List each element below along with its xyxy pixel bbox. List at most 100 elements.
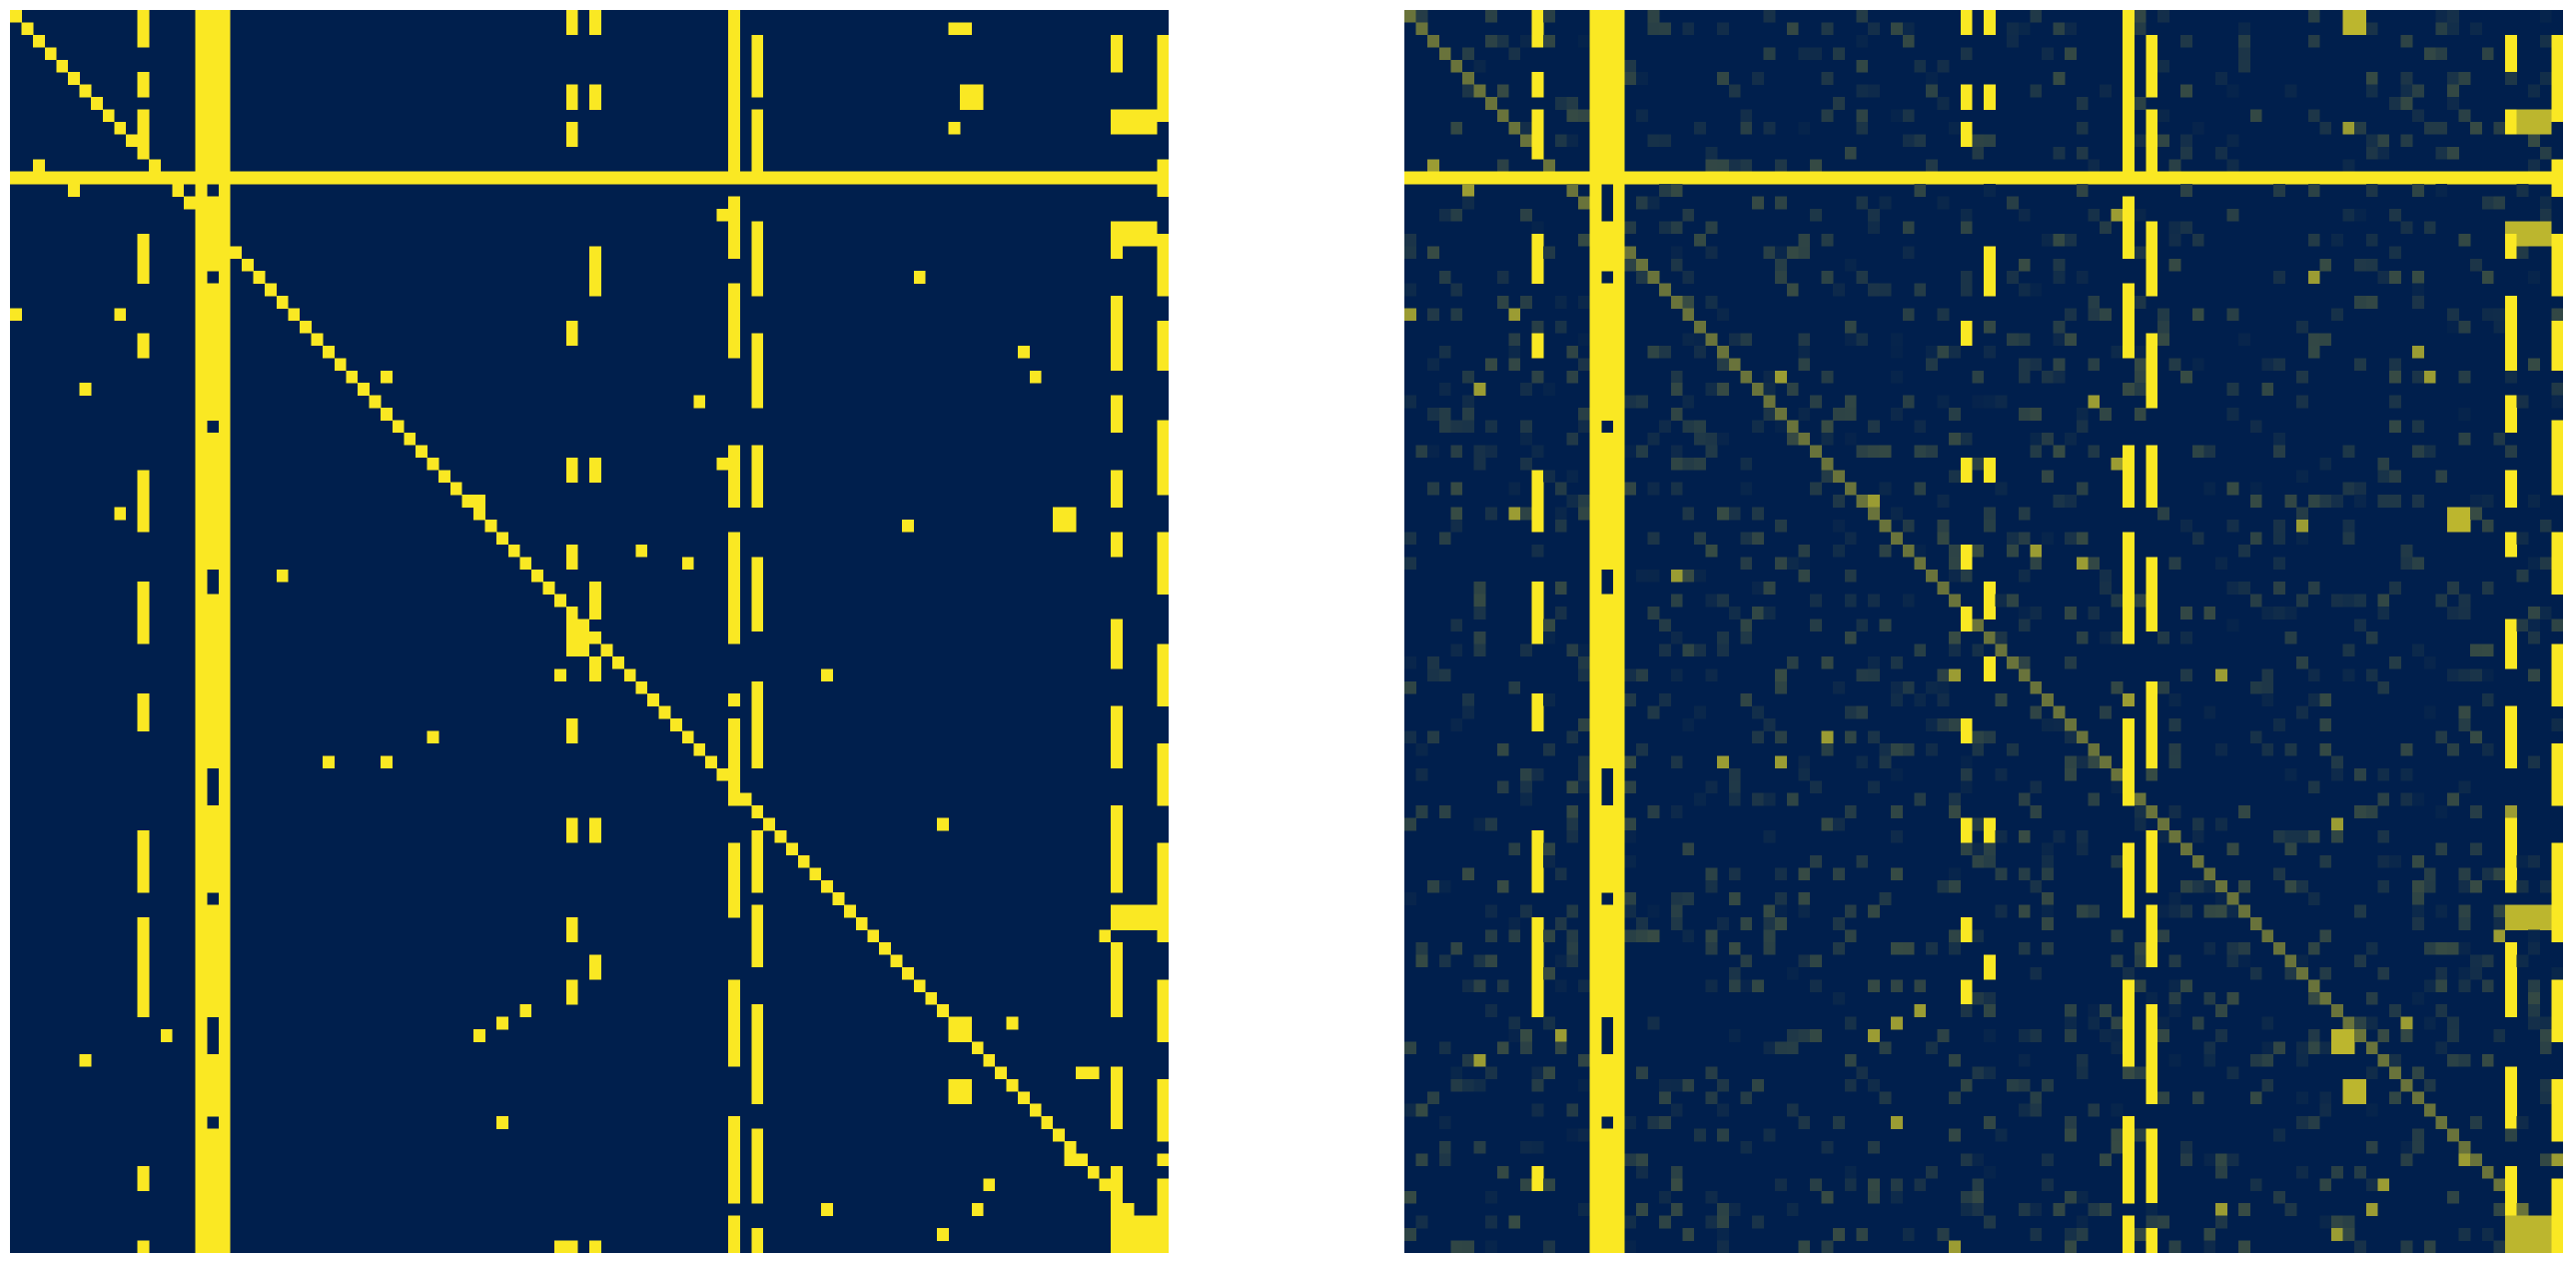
heatmap-cell (1473, 59, 1486, 73)
heatmap-cell (1670, 668, 1683, 682)
heatmap-cell (1612, 470, 1625, 483)
heatmap-cell (705, 755, 717, 769)
heatmap-cell (589, 954, 601, 968)
heatmap-cell (1856, 59, 1869, 73)
heatmap-cell (2203, 991, 2216, 1005)
heatmap-cell (1694, 321, 1706, 334)
heatmap-cell (1659, 134, 1672, 148)
heatmap-cell (1624, 395, 1637, 409)
heatmap-cell (2539, 557, 2552, 571)
heatmap-cell (1926, 1041, 1938, 1055)
heatmap-cell (2030, 1203, 2043, 1216)
heatmap-cell (1914, 59, 1927, 73)
heatmap-cell (1856, 854, 1869, 868)
heatmap-cell (2123, 632, 2136, 644)
heatmap-cell (2516, 619, 2529, 633)
heatmap-cell (1589, 767, 1602, 781)
heatmap-cell (1844, 705, 1857, 719)
heatmap-cell (2551, 308, 2563, 322)
heatmap-cell (2435, 730, 2448, 744)
heatmap-cell (1508, 917, 1521, 930)
heatmap-cell (2123, 47, 2136, 61)
heatmap-cell (2412, 892, 2425, 905)
heatmap-cell (913, 171, 926, 185)
heatmap-cell (786, 842, 799, 856)
heatmap-cell (2458, 904, 2471, 918)
heatmap-cell (1415, 22, 1428, 36)
heatmap-cell (1891, 532, 1904, 546)
heatmap-cell (2505, 842, 2517, 856)
heatmap-cell (1531, 1004, 1544, 1017)
heatmap-cell (1612, 1178, 1625, 1192)
heatmap-cell (2342, 445, 2355, 459)
heatmap-cell (1485, 97, 1498, 110)
heatmap-cell (1624, 929, 1637, 943)
heatmap-cell (1612, 619, 1625, 633)
heatmap-cell (1914, 693, 1927, 706)
heatmap-cell (2505, 879, 2517, 893)
heatmap-cell (195, 557, 208, 571)
heatmap-cell (1438, 1153, 1451, 1167)
heatmap-cell (1601, 482, 1614, 496)
heatmap-cell (484, 520, 497, 533)
heatmap-cell (195, 532, 208, 546)
heatmap-cell (1520, 780, 1532, 793)
heatmap-cell (1740, 482, 1753, 496)
heatmap-cell (1496, 109, 1509, 123)
heatmap-cell (1589, 1103, 1602, 1117)
heatmap-cell (1670, 569, 1683, 583)
heatmap-cell (2354, 1091, 2367, 1104)
heatmap-cell (1462, 47, 1474, 61)
heatmap-cell (728, 1165, 741, 1179)
heatmap-cell (2400, 221, 2413, 235)
heatmap-cell (971, 97, 984, 110)
heatmap-cell (1543, 1240, 1556, 1253)
heatmap-cell (1438, 408, 1451, 421)
heatmap-cell (2215, 1215, 2227, 1229)
heatmap-cell (1589, 1078, 1602, 1092)
heatmap-cell (1601, 457, 1614, 471)
heatmap-cell (438, 470, 451, 483)
heatmap-cell (218, 730, 231, 744)
heatmap-cell (2123, 904, 2136, 918)
heatmap-cell (2551, 271, 2563, 284)
heatmap-cell (1960, 557, 1973, 571)
heatmap-cell (2481, 954, 2494, 968)
heatmap-cell (1601, 817, 1614, 831)
heatmap-cell (1810, 979, 1822, 993)
heatmap-cell (2458, 408, 2471, 421)
heatmap-cell (1984, 246, 1996, 260)
heatmap-cell (2528, 358, 2541, 372)
heatmap-cell (1485, 358, 1498, 372)
heatmap-cell (902, 171, 915, 185)
heatmap-cell (207, 22, 220, 36)
heatmap-cell (1157, 470, 1169, 483)
heatmap-cell (1960, 1190, 1973, 1204)
heatmap-cell (1589, 569, 1602, 583)
heatmap-cell (2053, 718, 2066, 731)
heatmap-cell (2551, 246, 2563, 260)
heatmap-cell (1763, 383, 1776, 396)
heatmap-cell (2007, 742, 2020, 756)
heatmap-cell (1053, 171, 1065, 185)
heatmap-cell (218, 482, 231, 496)
heatmap-cell (1473, 979, 1486, 993)
heatmap-cell (1589, 333, 1602, 347)
heatmap-cell (1694, 1128, 1706, 1142)
heatmap-cell (1531, 718, 1544, 731)
heatmap-cell (2551, 184, 2563, 197)
heatmap-cell (207, 171, 220, 185)
heatmap-cell (1670, 171, 1683, 185)
heatmap-cell (565, 10, 578, 23)
heatmap-cell (1612, 532, 1625, 546)
heatmap-cell (207, 879, 220, 893)
heatmap-cell (2018, 904, 2031, 918)
heatmap-cell (1029, 1103, 1042, 1117)
heatmap-cell (195, 892, 208, 905)
heatmap-cell (1798, 121, 1811, 135)
heatmap-cell (21, 171, 34, 185)
heatmap-cell (1995, 594, 2008, 608)
heatmap-cell (751, 1029, 764, 1042)
heatmap-cell (2191, 1091, 2204, 1104)
heatmap-cell (2551, 1190, 2563, 1204)
